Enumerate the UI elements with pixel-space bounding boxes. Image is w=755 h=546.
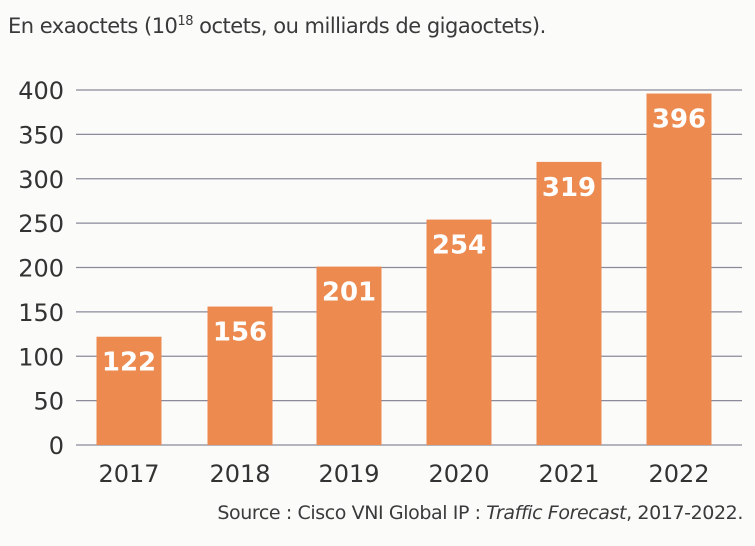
bar-2022: [646, 93, 712, 446]
y-tick-label: 50: [33, 388, 64, 416]
bar-2018: [207, 306, 273, 445]
bar-2021: [536, 161, 602, 445]
data-label: 396: [652, 105, 706, 135]
source-note: Source : Cisco VNI Global IP : Traffic F…: [217, 502, 743, 524]
x-tick-label: 2017: [98, 460, 159, 488]
y-tick-label: 300: [18, 166, 64, 194]
chart-title: En exaoctets (1018 octets, ou milliards …: [8, 14, 546, 38]
bar-2017: [96, 336, 162, 445]
x-tick-label: 2019: [318, 460, 379, 488]
y-tick-label: 400: [18, 77, 64, 105]
y-tick-label: 250: [18, 210, 64, 238]
bar-2019: [316, 266, 382, 445]
y-tick-label: 200: [18, 255, 64, 283]
x-tick-label: 2021: [538, 460, 599, 488]
y-tick-label: 100: [18, 343, 64, 371]
source-text: Source : Cisco VNI Global IP :: [217, 502, 487, 524]
title-text-end: octets, ou milliards de gigaoctets).: [192, 14, 546, 38]
source-text-end: , 2017-2022.: [626, 502, 743, 524]
data-label: 156: [213, 318, 267, 348]
y-tick-label: 350: [18, 121, 64, 149]
data-label: 319: [542, 173, 596, 203]
source-italic: Traffic Forecast: [486, 502, 627, 524]
bar-2020: [426, 219, 492, 445]
x-tick-label: 2022: [648, 460, 709, 488]
title-text: En exaoctets (10: [8, 14, 178, 38]
data-label: 201: [322, 278, 376, 308]
title-exponent: 18: [177, 14, 193, 29]
data-label: 254: [432, 231, 486, 261]
y-tick-label: 0: [49, 432, 64, 460]
x-tick-label: 2020: [428, 460, 489, 488]
y-tick-label: 150: [18, 299, 64, 327]
x-tick-label: 2018: [209, 460, 270, 488]
data-label: 122: [102, 348, 156, 378]
